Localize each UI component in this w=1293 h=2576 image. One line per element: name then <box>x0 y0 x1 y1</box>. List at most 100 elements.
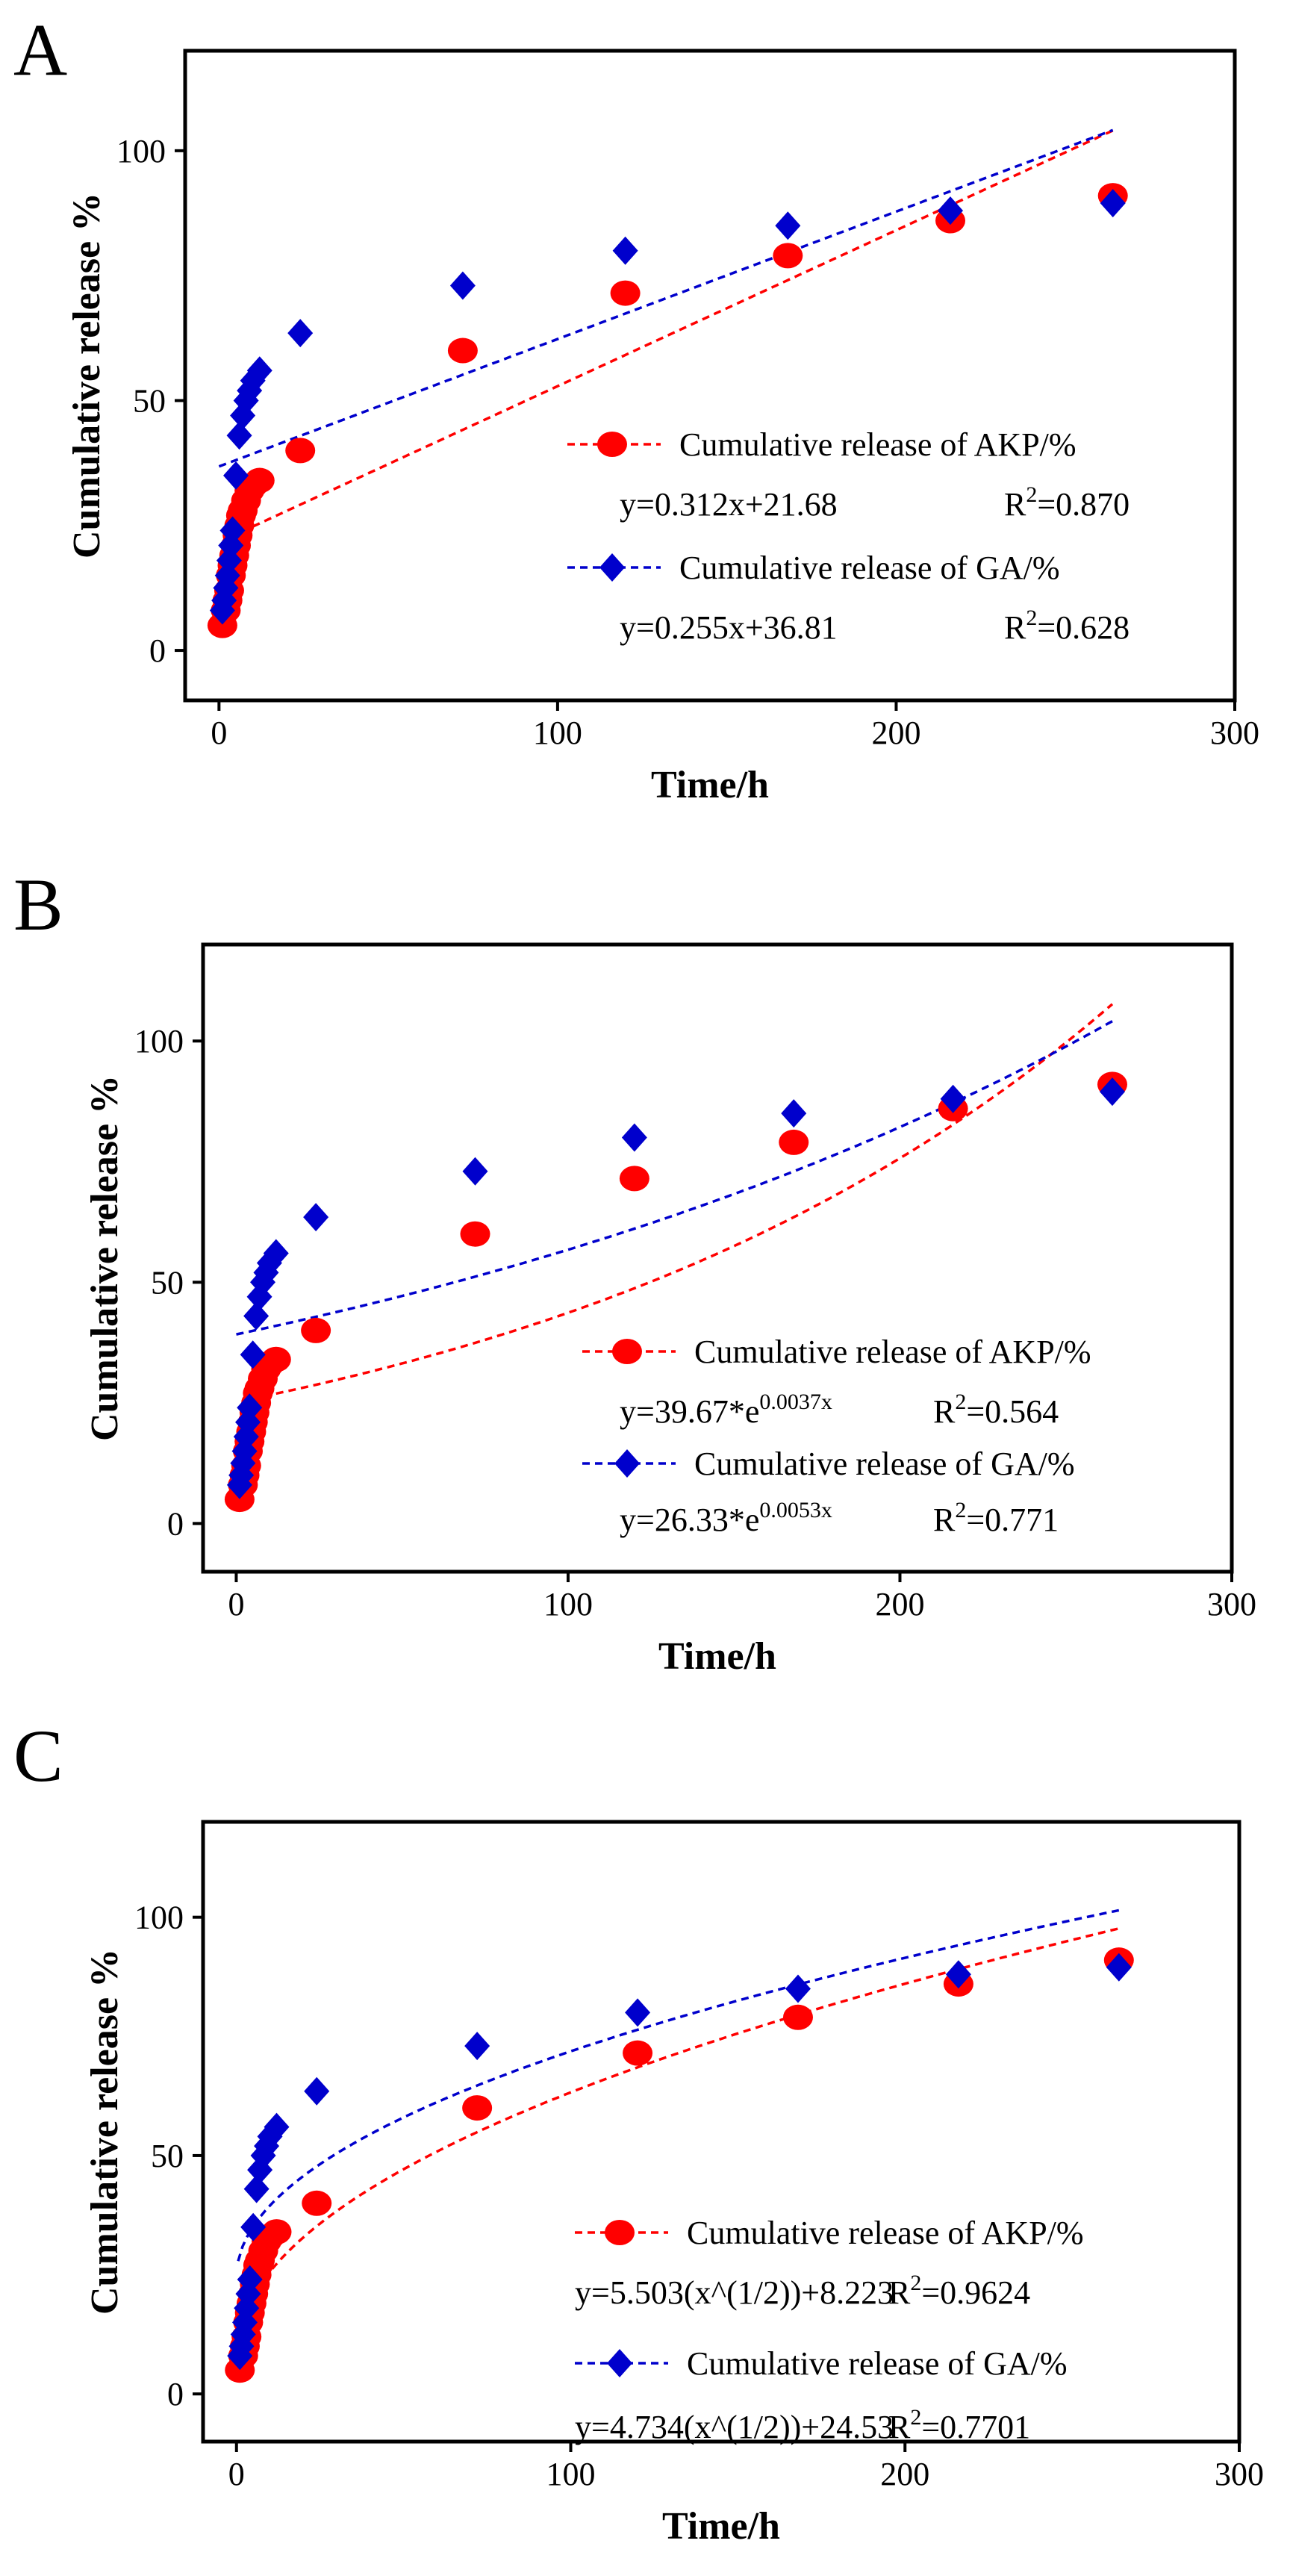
ga-data-point <box>938 196 964 225</box>
x-tick-label: 300 <box>1207 1586 1256 1623</box>
ga-fit-line <box>236 1020 1113 1336</box>
ga-data-point <box>219 516 246 545</box>
fit-equation: y=26.33*e0.0053x <box>620 1498 832 1538</box>
ga-data-point <box>1099 1077 1125 1107</box>
ga-data-point <box>240 1340 266 1369</box>
fit-equation: y=0.255x+36.81 <box>620 609 838 646</box>
akp-fit-line <box>252 129 1114 528</box>
r-squared: R2=0.870 <box>1004 482 1130 523</box>
y-tick-label: 50 <box>151 2138 184 2174</box>
ga-data-point <box>625 1998 651 2027</box>
r-squared: R2=0.771 <box>933 1498 1059 1538</box>
ga-data-point <box>223 461 249 490</box>
legend: Cumulative release of AKP/% y=5.503(x^(1/… <box>575 2215 1084 2445</box>
y-tick-label: 100 <box>116 133 166 169</box>
x-tick-label: 100 <box>546 2456 596 2492</box>
ga-data-point <box>243 1301 269 1331</box>
legend-marker <box>599 553 625 582</box>
panel-letter: A <box>13 8 67 91</box>
legend-label: Cumulative release of GA/% <box>687 2345 1068 2382</box>
akp-data-point <box>460 1221 490 1247</box>
legend-label: Cumulative release of AKP/% <box>694 1334 1091 1370</box>
akp-data-point <box>285 438 316 464</box>
ga-data-point <box>226 421 252 450</box>
x-axis-title: Time/h <box>658 1635 776 1678</box>
legend-marker <box>614 1449 640 1478</box>
legend-label: Cumulative release of GA/% <box>694 1446 1075 1482</box>
legend-marker <box>612 1339 642 1364</box>
plot-frame <box>201 1820 1241 2444</box>
ga-data-point <box>243 2174 269 2203</box>
y-axis-title: Cumulative release % <box>84 1075 126 1441</box>
ga-data-point <box>303 1203 329 1232</box>
ga-data-point <box>304 2076 330 2106</box>
ga-data-point <box>464 2032 490 2061</box>
ga-data-point <box>449 271 476 300</box>
y-axis-title: Cumulative release % <box>66 193 108 559</box>
y-tick-label: 50 <box>151 1264 184 1301</box>
akp-data-point <box>773 243 803 269</box>
akp-data-point <box>610 280 641 306</box>
fit-equation: y=39.67*e0.0037x <box>620 1390 832 1430</box>
y-tick-label: 0 <box>167 1505 184 1542</box>
ga-data-point <box>940 1084 966 1113</box>
r-squared: R2=0.564 <box>933 1390 1059 1430</box>
y-tick-label: 50 <box>133 382 166 419</box>
legend: Cumulative release of AKP/% y=39.67*e0.00… <box>582 1334 1091 1538</box>
chart-panel-c: C 0 100 200 300 0 50 100 Time/h Cumulative releas… <box>13 1714 1264 2548</box>
akp-data-point <box>623 2040 653 2066</box>
ga-fit-line <box>237 1908 1120 2262</box>
panel-letter: C <box>13 1714 63 1797</box>
x-tick-label: 200 <box>871 715 920 751</box>
legend-label: Cumulative release of AKP/% <box>679 426 1077 463</box>
y-axis-title: Cumulative release % <box>84 1949 126 2315</box>
r-squared: R2=0.7701 <box>888 2405 1030 2445</box>
ga-data-point <box>781 1099 807 1128</box>
ga-data-point <box>264 2112 290 2141</box>
ga-fit-line <box>218 128 1114 468</box>
legend-marker <box>607 2349 632 2377</box>
akp-data-point <box>619 1166 649 1192</box>
x-axis-title: Time/h <box>662 2505 780 2548</box>
y-tick-label: 100 <box>134 1023 184 1060</box>
ga-data-point <box>1100 189 1126 218</box>
ga-data-point <box>287 319 314 348</box>
y-tick-label: 0 <box>149 632 166 669</box>
ga-data-point <box>240 2212 267 2241</box>
legend: Cumulative release of AKP/% y=0.312x+21.6… <box>567 426 1130 646</box>
plot-frame <box>201 942 1234 1574</box>
akp-data-point <box>302 2190 332 2216</box>
akp-data-point <box>462 2095 493 2121</box>
ga-data-point <box>612 236 638 265</box>
ga-data-point <box>237 1393 263 1422</box>
akp-data-point <box>261 1346 291 1372</box>
ga-data-point <box>785 1974 811 2003</box>
ga-data-point <box>1106 1953 1132 1982</box>
fit-equation: y=5.503(x^(1/2))+8.223 <box>575 2274 894 2311</box>
ga-data-point <box>775 211 801 240</box>
fit-equation: y=4.734(x^(1/2))+24.53 <box>575 2409 894 2445</box>
akp-fit-line <box>275 1003 1114 1396</box>
y-tick-label: 100 <box>134 1900 184 1936</box>
r-squared: R2=0.628 <box>1004 606 1130 646</box>
x-tick-label: 300 <box>1215 2456 1264 2492</box>
ga-data-point <box>246 356 272 385</box>
y-tick-label: 0 <box>167 2376 184 2412</box>
x-axis-title: Time/h <box>651 764 769 806</box>
akp-data-point <box>301 1317 331 1343</box>
akp-data-point <box>261 2219 292 2245</box>
ga-data-point <box>237 2265 263 2294</box>
legend-label: Cumulative release of AKP/% <box>687 2215 1084 2251</box>
x-tick-label: 0 <box>228 2456 245 2492</box>
ga-data-point <box>621 1123 647 1152</box>
legend-label: Cumulative release of GA/% <box>679 550 1060 586</box>
fit-equation: y=0.312x+21.68 <box>620 486 838 523</box>
akp-data-point <box>244 467 275 494</box>
chart-panel-b: B 0 100 200 300 0 50 100 Time/h Cumulative releas… <box>13 863 1256 1678</box>
legend-marker <box>605 2220 635 2245</box>
x-tick-label: 0 <box>228 1586 244 1623</box>
akp-data-point <box>782 2004 813 2030</box>
x-tick-label: 0 <box>211 715 227 751</box>
r-squared: R2=0.9624 <box>888 2271 1030 2311</box>
